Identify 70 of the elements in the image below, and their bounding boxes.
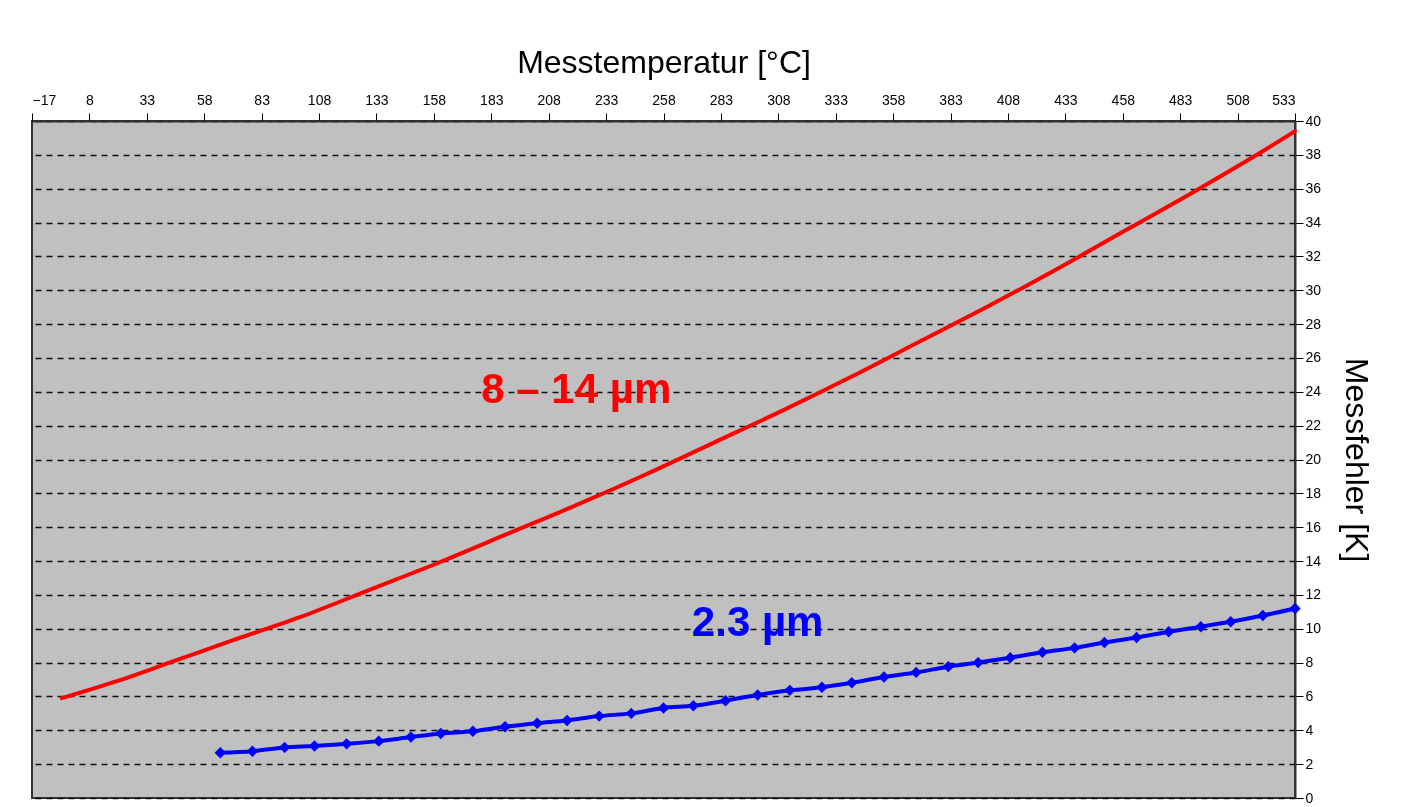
x-tick-label: −17 [32,91,57,108]
y-tick-label: 12 [1305,586,1322,603]
x-tick-label: 383 [939,91,963,108]
y-tick-label: 4 [1305,721,1314,738]
y-tick-label: 34 [1305,214,1322,231]
y-tick-label: 28 [1305,315,1322,332]
point [1004,651,1016,664]
y-tick-label: 2 [1305,755,1314,772]
x-tick-label: 183 [480,91,504,108]
point [214,747,226,759]
point [910,666,922,679]
x-tick-label: 108 [307,91,332,108]
x-tick-label: 158 [422,91,447,108]
y-tick-label: 24 [1305,383,1322,400]
y-tick-label: 14 [1305,552,1322,569]
x-tick-label: 333 [824,91,849,108]
y-tick-label: 30 [1305,281,1322,298]
y-axis-title: Messfehler [K] [1339,357,1376,563]
point [1130,631,1143,644]
y-tick-label: 16 [1305,518,1322,535]
y-tick-label: 6 [1305,687,1314,704]
point [784,684,796,697]
x-tick-label: 458 [1111,91,1136,108]
x-tick-label: 133 [365,91,389,108]
point [1289,602,1301,615]
point [942,660,954,673]
x-tick-label: 58 [196,91,213,108]
x-tick-label: 533 [1272,91,1296,108]
series-label: 8 – 14 µm [481,365,672,413]
point [499,721,511,733]
x-tick-label: 233 [594,91,619,108]
y-tick-label: 38 [1305,146,1322,163]
point [878,671,890,683]
x-tick-label: 508 [1226,91,1250,108]
x-tick-label: 408 [996,91,1021,108]
y-tick-label: 26 [1305,349,1322,366]
y-tick-label: 36 [1305,180,1322,197]
x-axis-title: Messtemperatur [°C] [517,43,811,80]
y-tick-label: 20 [1305,451,1322,467]
point [1257,609,1269,622]
x-tick-label: 33 [139,91,156,108]
y-tick-label: 32 [1305,247,1322,264]
y-tick-label: 8 [1305,654,1314,671]
point [816,681,828,694]
x-tick-label: 83 [254,91,271,108]
x-tick-label: 358 [881,91,906,108]
y-tick-label: 18 [1305,484,1322,501]
x-tick-label: 8 [86,91,95,108]
point [846,677,858,689]
point [373,735,385,747]
x-tick-label: 258 [652,91,676,108]
point [1195,621,1207,633]
line-series [59,129,1297,701]
x-tick-label: 283 [709,91,734,108]
point [1098,636,1111,649]
y-tick-label: 22 [1305,417,1322,434]
point [972,656,984,669]
x-tick-label: 308 [767,91,791,108]
y-tick-label: 40 [1305,112,1322,129]
point [719,694,732,707]
y-tick-label: 10 [1305,620,1322,637]
point [467,725,479,738]
point [405,731,417,743]
series-label: 2.3 µm [691,597,824,645]
x-tick-label: 483 [1169,91,1193,108]
x-tick-label: 433 [1054,91,1078,108]
y-tick-label: 0 [1305,789,1314,806]
x-tick-label: 208 [537,91,562,108]
point [593,710,605,722]
point [1225,616,1237,628]
